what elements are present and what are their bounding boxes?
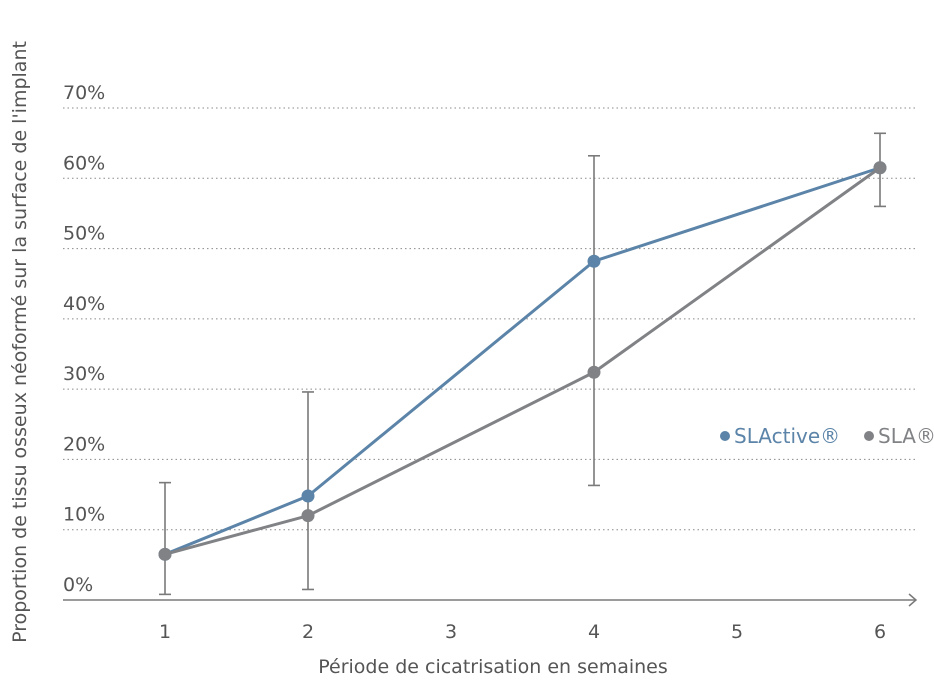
y-tick-labels: 0% 10% 20% 30% 40% 50% 60% 70% bbox=[63, 82, 105, 596]
x-tick-label: 3 bbox=[445, 621, 457, 643]
series-line-slactive bbox=[164, 166, 881, 556]
y-tick-label: 40% bbox=[63, 293, 105, 315]
series-lines bbox=[164, 166, 881, 556]
data-point-slactive bbox=[587, 254, 601, 268]
x-axis-arrow bbox=[908, 593, 918, 607]
error-bar bbox=[588, 154, 600, 487]
y-tick-label: 60% bbox=[63, 152, 105, 174]
data-point-sla bbox=[301, 509, 315, 523]
x-tick-labels: 1 2 3 4 5 6 bbox=[159, 621, 886, 643]
x-tick-label: 2 bbox=[302, 621, 314, 643]
error-bar bbox=[159, 481, 171, 596]
x-tick-label: 1 bbox=[159, 621, 171, 643]
data-point-sla bbox=[873, 161, 887, 175]
x-tick-label: 5 bbox=[731, 621, 743, 643]
y-tick-label: 70% bbox=[63, 82, 105, 104]
y-tick-label: 0% bbox=[63, 574, 93, 596]
legend-label-sla: SLA® bbox=[878, 424, 934, 448]
data-point-slactive bbox=[301, 489, 315, 503]
x-tick-label: 4 bbox=[588, 621, 600, 643]
series-line-sla bbox=[164, 166, 881, 556]
y-tick-label: 10% bbox=[63, 504, 105, 526]
legend: SLActive® SLA® bbox=[720, 424, 934, 448]
x-tick-label: 6 bbox=[874, 621, 886, 643]
data-point-sla bbox=[158, 547, 172, 561]
data-points bbox=[158, 161, 887, 561]
legend-marker-slactive bbox=[720, 431, 730, 441]
y-tick-label: 30% bbox=[63, 363, 105, 385]
data-point-sla bbox=[587, 365, 601, 379]
y-tick-label: 20% bbox=[63, 433, 105, 455]
legend-label-slactive: SLActive® bbox=[734, 424, 840, 448]
y-tick-label: 50% bbox=[63, 223, 105, 245]
legend-marker-sla bbox=[864, 431, 874, 441]
x-axis-title: Période de cicatrisation en semaines bbox=[318, 656, 668, 678]
grid-lines bbox=[63, 107, 916, 531]
y-axis-title: Proportion de tissu osseux néoformé sur … bbox=[9, 41, 31, 643]
